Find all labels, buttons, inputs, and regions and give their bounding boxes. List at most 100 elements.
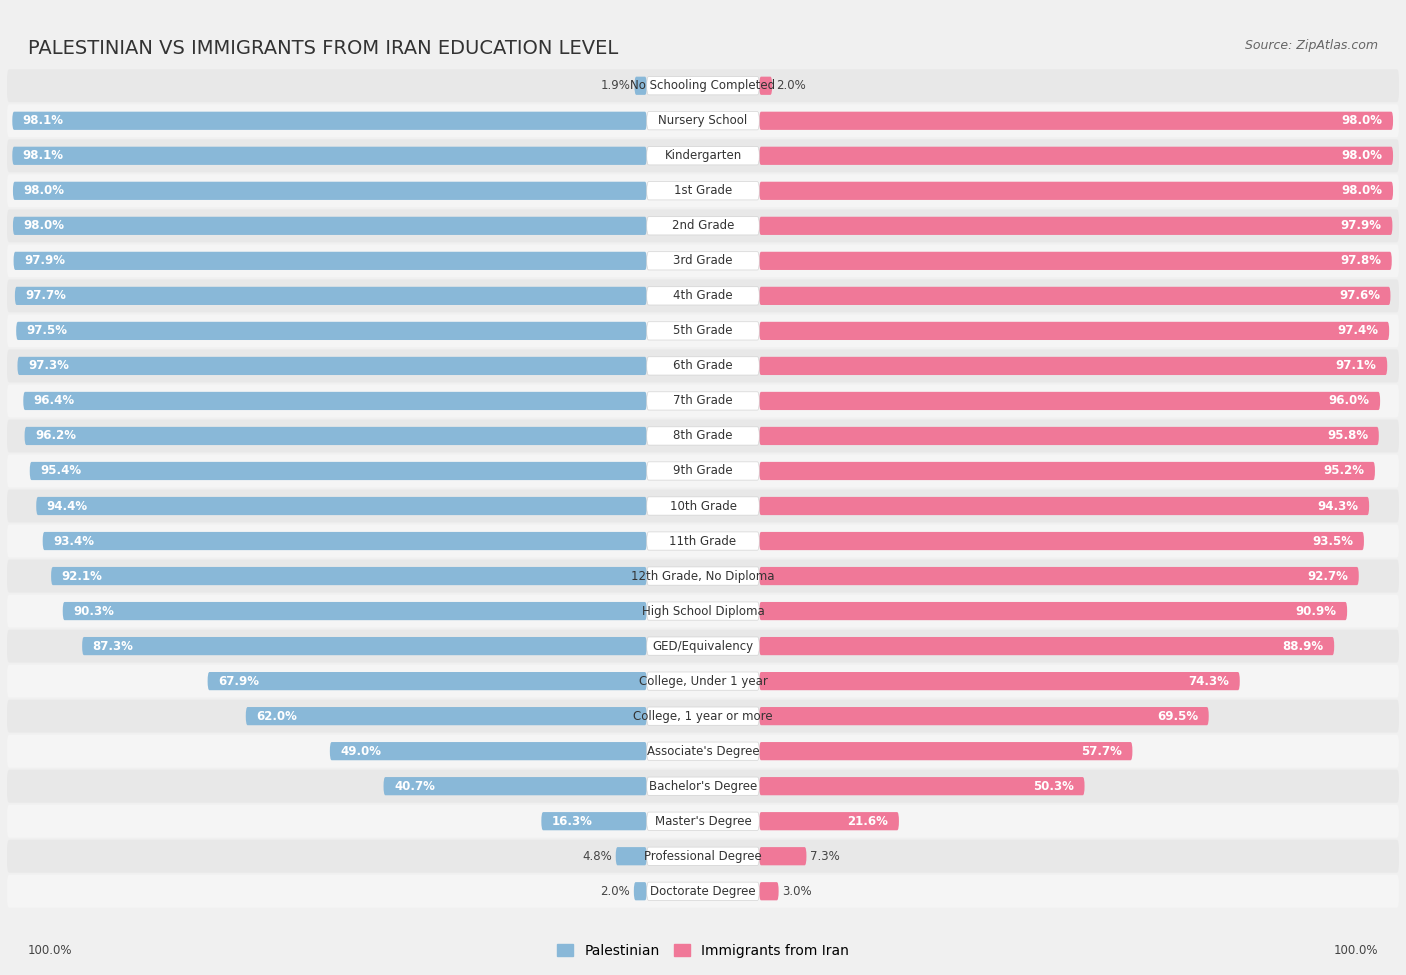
Text: 67.9%: 67.9% bbox=[218, 675, 259, 687]
FancyBboxPatch shape bbox=[647, 322, 759, 340]
Text: Nursery School: Nursery School bbox=[658, 114, 748, 128]
Text: 98.0%: 98.0% bbox=[1341, 184, 1382, 197]
FancyBboxPatch shape bbox=[759, 252, 1392, 270]
Text: 6th Grade: 6th Grade bbox=[673, 360, 733, 372]
FancyBboxPatch shape bbox=[13, 112, 647, 130]
Text: 97.1%: 97.1% bbox=[1336, 360, 1376, 372]
FancyBboxPatch shape bbox=[759, 497, 1369, 515]
Text: 98.1%: 98.1% bbox=[22, 149, 63, 162]
FancyBboxPatch shape bbox=[647, 742, 759, 760]
FancyBboxPatch shape bbox=[7, 280, 1399, 312]
FancyBboxPatch shape bbox=[759, 777, 1084, 796]
Text: Master's Degree: Master's Degree bbox=[655, 815, 751, 828]
Text: 97.8%: 97.8% bbox=[1340, 254, 1381, 267]
FancyBboxPatch shape bbox=[634, 77, 647, 95]
Text: 90.9%: 90.9% bbox=[1295, 604, 1337, 617]
FancyBboxPatch shape bbox=[647, 882, 759, 900]
Text: 57.7%: 57.7% bbox=[1081, 745, 1122, 758]
FancyBboxPatch shape bbox=[13, 216, 647, 235]
FancyBboxPatch shape bbox=[647, 566, 759, 585]
Text: 95.8%: 95.8% bbox=[1327, 429, 1368, 443]
Text: 4th Grade: 4th Grade bbox=[673, 290, 733, 302]
FancyBboxPatch shape bbox=[15, 287, 647, 305]
FancyBboxPatch shape bbox=[647, 672, 759, 690]
Text: 92.7%: 92.7% bbox=[1308, 569, 1348, 582]
FancyBboxPatch shape bbox=[17, 357, 647, 375]
FancyBboxPatch shape bbox=[7, 489, 1399, 523]
Text: 96.4%: 96.4% bbox=[34, 395, 75, 408]
Text: College, 1 year or more: College, 1 year or more bbox=[633, 710, 773, 722]
Text: 74.3%: 74.3% bbox=[1188, 675, 1229, 687]
FancyBboxPatch shape bbox=[7, 665, 1399, 697]
Text: 2nd Grade: 2nd Grade bbox=[672, 219, 734, 232]
Text: 16.3%: 16.3% bbox=[553, 815, 593, 828]
FancyBboxPatch shape bbox=[647, 847, 759, 866]
FancyBboxPatch shape bbox=[759, 672, 1240, 690]
Text: High School Diploma: High School Diploma bbox=[641, 604, 765, 617]
FancyBboxPatch shape bbox=[647, 287, 759, 305]
Text: 94.3%: 94.3% bbox=[1317, 499, 1358, 513]
FancyBboxPatch shape bbox=[759, 287, 1391, 305]
Legend: Palestinian, Immigrants from Iran: Palestinian, Immigrants from Iran bbox=[551, 938, 855, 963]
FancyBboxPatch shape bbox=[759, 322, 1389, 340]
FancyBboxPatch shape bbox=[759, 181, 1393, 200]
FancyBboxPatch shape bbox=[7, 875, 1399, 908]
FancyBboxPatch shape bbox=[759, 77, 772, 95]
Text: GED/Equivalency: GED/Equivalency bbox=[652, 640, 754, 652]
Text: 8th Grade: 8th Grade bbox=[673, 429, 733, 443]
Text: 1.9%: 1.9% bbox=[602, 79, 631, 93]
FancyBboxPatch shape bbox=[384, 777, 647, 796]
Text: 95.2%: 95.2% bbox=[1323, 464, 1364, 478]
Text: 5th Grade: 5th Grade bbox=[673, 325, 733, 337]
FancyBboxPatch shape bbox=[51, 566, 647, 585]
Text: 95.4%: 95.4% bbox=[41, 464, 82, 478]
Text: PALESTINIAN VS IMMIGRANTS FROM IRAN EDUCATION LEVEL: PALESTINIAN VS IMMIGRANTS FROM IRAN EDUC… bbox=[28, 39, 619, 58]
FancyBboxPatch shape bbox=[647, 462, 759, 480]
FancyBboxPatch shape bbox=[24, 427, 647, 445]
FancyBboxPatch shape bbox=[13, 181, 647, 200]
Text: 98.0%: 98.0% bbox=[24, 184, 65, 197]
Text: 11th Grade: 11th Grade bbox=[669, 534, 737, 548]
FancyBboxPatch shape bbox=[647, 357, 759, 375]
Text: 94.4%: 94.4% bbox=[46, 499, 89, 513]
FancyBboxPatch shape bbox=[647, 77, 759, 95]
Text: 97.7%: 97.7% bbox=[25, 290, 66, 302]
FancyBboxPatch shape bbox=[7, 384, 1399, 417]
FancyBboxPatch shape bbox=[759, 602, 1347, 620]
Text: 3rd Grade: 3rd Grade bbox=[673, 254, 733, 267]
FancyBboxPatch shape bbox=[7, 700, 1399, 732]
Text: 93.4%: 93.4% bbox=[53, 534, 94, 548]
Text: 9th Grade: 9th Grade bbox=[673, 464, 733, 478]
FancyBboxPatch shape bbox=[647, 181, 759, 200]
FancyBboxPatch shape bbox=[7, 525, 1399, 558]
Text: 7.3%: 7.3% bbox=[810, 849, 839, 863]
FancyBboxPatch shape bbox=[759, 847, 807, 866]
Text: 90.3%: 90.3% bbox=[73, 604, 114, 617]
FancyBboxPatch shape bbox=[759, 742, 1132, 760]
FancyBboxPatch shape bbox=[759, 532, 1364, 550]
Text: 1st Grade: 1st Grade bbox=[673, 184, 733, 197]
FancyBboxPatch shape bbox=[7, 349, 1399, 382]
Text: Bachelor's Degree: Bachelor's Degree bbox=[650, 780, 756, 793]
Text: 3.0%: 3.0% bbox=[782, 884, 811, 898]
FancyBboxPatch shape bbox=[759, 112, 1393, 130]
FancyBboxPatch shape bbox=[759, 462, 1375, 480]
Text: 96.2%: 96.2% bbox=[35, 429, 76, 443]
FancyBboxPatch shape bbox=[42, 532, 647, 550]
FancyBboxPatch shape bbox=[759, 392, 1381, 410]
Text: 97.9%: 97.9% bbox=[1341, 219, 1382, 232]
FancyBboxPatch shape bbox=[759, 637, 1334, 655]
Text: 92.1%: 92.1% bbox=[62, 569, 103, 582]
FancyBboxPatch shape bbox=[647, 112, 759, 130]
FancyBboxPatch shape bbox=[647, 637, 759, 655]
Text: 50.3%: 50.3% bbox=[1033, 780, 1074, 793]
Text: 21.6%: 21.6% bbox=[848, 815, 889, 828]
Text: 88.9%: 88.9% bbox=[1282, 640, 1323, 652]
FancyBboxPatch shape bbox=[208, 672, 647, 690]
FancyBboxPatch shape bbox=[7, 804, 1399, 838]
Text: 12th Grade, No Diploma: 12th Grade, No Diploma bbox=[631, 569, 775, 582]
FancyBboxPatch shape bbox=[37, 497, 647, 515]
FancyBboxPatch shape bbox=[63, 602, 647, 620]
Text: 10th Grade: 10th Grade bbox=[669, 499, 737, 513]
FancyBboxPatch shape bbox=[647, 602, 759, 620]
